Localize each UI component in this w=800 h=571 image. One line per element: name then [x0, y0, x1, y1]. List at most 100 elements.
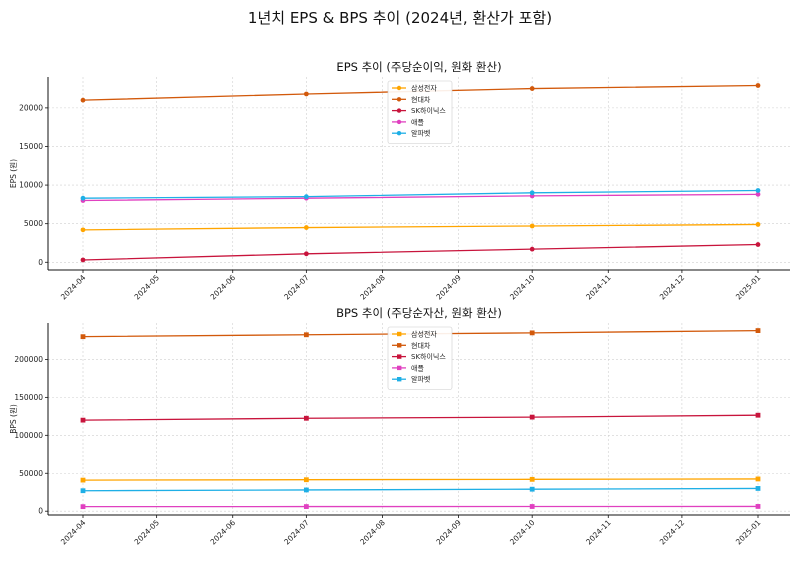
- series-line: [82, 193, 759, 202]
- x-tick-label: 2024-12: [658, 518, 687, 547]
- x-tick-label: 2025-01: [734, 518, 763, 547]
- data-point: [303, 251, 309, 257]
- y-tick-label: 0: [38, 258, 43, 267]
- x-tick-label: 2024-09: [434, 273, 463, 302]
- x-tick-label: 2024-12: [658, 273, 687, 302]
- legend-label: 알파벳: [411, 375, 431, 384]
- legend-label: 애플: [411, 117, 424, 126]
- legend-marker: [397, 365, 402, 371]
- y-tick-label: 5000: [24, 219, 43, 228]
- x-tick-label: 2024-11: [584, 518, 613, 547]
- x-tick-label: 2024-07: [282, 273, 311, 302]
- legend-label: 삼성전자: [411, 84, 437, 93]
- x-tick-label: 2024-11: [584, 273, 613, 302]
- y-tick-label: 50000: [19, 469, 43, 478]
- data-point: [529, 504, 535, 509]
- data-point: [755, 476, 761, 482]
- chart-panel-1: 0 5000 10000 15000 20000 2024-04 2024-05 2024-0…: [9, 60, 790, 302]
- series-line: [82, 223, 759, 231]
- legend-marker: [396, 97, 402, 102]
- legend-marker: [396, 119, 402, 125]
- data-point: [529, 476, 535, 482]
- x-tick-label: 2024-09: [434, 518, 463, 547]
- x-tick-label: 2024-05: [133, 518, 162, 547]
- chart-panel-2: 0 50000 100000 150000 200000 2024-04 2024-05 20…: [9, 306, 790, 547]
- legend-marker: [397, 377, 402, 382]
- legend-label: SK하이닉스: [411, 106, 446, 115]
- chart-title: BPS 추이 (주당순자산, 원화 환산): [336, 306, 502, 320]
- data-point: [529, 330, 535, 336]
- data-point: [529, 486, 535, 492]
- data-point: [529, 414, 535, 420]
- data-point: [80, 417, 86, 423]
- legend-item: SK하이닉스: [392, 352, 446, 361]
- x-tick-label: 2025-01: [734, 273, 763, 302]
- data-point: [80, 488, 86, 494]
- series-애플: [80, 504, 761, 510]
- legend-item: 현대차: [392, 95, 431, 104]
- series-line: [82, 189, 759, 199]
- legend-marker: [397, 331, 402, 337]
- series-알파벳: [80, 486, 761, 494]
- legend-item: 삼성전자: [392, 84, 437, 93]
- data-point: [303, 415, 309, 421]
- data-point: [755, 188, 761, 193]
- y-tick-label: 10000: [19, 181, 43, 190]
- data-point: [80, 334, 86, 340]
- data-point: [755, 83, 761, 88]
- legend-label: SK하이닉스: [411, 352, 446, 361]
- y-axis-label: EPS (원): [9, 159, 18, 188]
- data-point: [80, 257, 86, 263]
- x-tick-label: 2024-04: [59, 273, 88, 302]
- data-point: [755, 222, 761, 227]
- series-삼성전자: [80, 476, 761, 483]
- data-point: [529, 246, 535, 252]
- data-point: [303, 504, 309, 509]
- y-tick-label: 200000: [14, 355, 43, 364]
- y-tick-label: 15000: [19, 142, 43, 151]
- x-tick-label: 2024-07: [282, 518, 311, 547]
- x-tick-label: 2024-10: [508, 273, 537, 302]
- legend-label: 알파벳: [411, 129, 431, 138]
- series-line: [82, 487, 759, 492]
- series-line: [82, 243, 759, 261]
- y-tick-label: 100000: [14, 431, 43, 440]
- legend-item: SK하이닉스: [392, 106, 446, 115]
- legend-item: 삼성전자: [392, 330, 437, 339]
- legend-marker: [396, 85, 402, 91]
- data-point: [303, 332, 309, 338]
- x-tick-label: 2024-06: [209, 518, 238, 547]
- series-SK하이닉스: [80, 412, 761, 423]
- data-point: [303, 487, 309, 493]
- y-axis-label: BPS (원): [9, 404, 18, 434]
- data-point: [755, 191, 761, 197]
- y-tick-label: 0: [38, 507, 43, 516]
- data-point: [80, 477, 86, 483]
- data-point: [529, 190, 535, 196]
- legend-marker: [397, 343, 402, 348]
- x-tick-label: 2024-08: [358, 273, 387, 302]
- data-point: [303, 91, 309, 97]
- legend-label: 현대차: [411, 95, 431, 104]
- series-line: [82, 478, 759, 481]
- legend-box: [387, 326, 453, 390]
- data-point: [755, 242, 761, 247]
- legend-marker: [397, 354, 402, 359]
- legend-label: 현대차: [411, 341, 431, 350]
- x-tick-label: 2024-04: [59, 518, 88, 547]
- data-point: [755, 412, 761, 418]
- legend-item: 알파벳: [392, 129, 431, 138]
- chart-title: EPS 추이 (주당순이익, 원화 환산): [336, 60, 501, 74]
- series-SK하이닉스: [80, 242, 761, 263]
- x-tick-label: 2024-08: [358, 518, 387, 547]
- legend-item: 현대차: [392, 341, 431, 350]
- data-point: [755, 504, 761, 509]
- data-point: [303, 477, 309, 483]
- data-point: [80, 195, 86, 201]
- data-point: [303, 194, 309, 200]
- legend-label: 삼성전자: [411, 330, 437, 339]
- y-tick-label: 20000: [19, 103, 43, 112]
- data-point: [755, 328, 761, 333]
